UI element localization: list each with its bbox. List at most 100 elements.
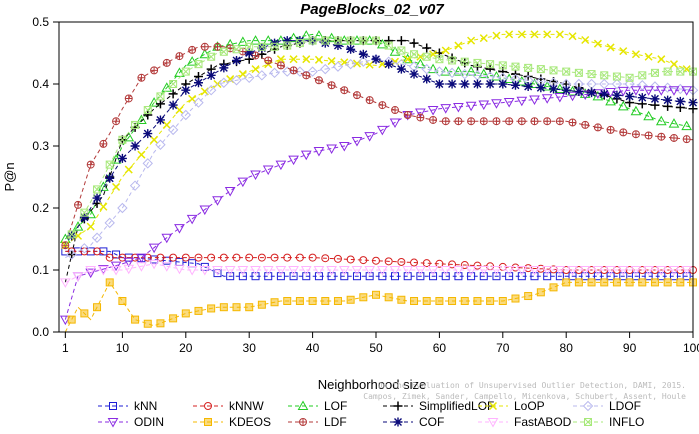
data-point	[415, 58, 426, 69]
data-point	[181, 253, 190, 262]
series-line	[65, 58, 694, 259]
legend-item-knnw: kNNW	[193, 399, 264, 413]
data-point	[283, 41, 292, 50]
series-line	[64, 40, 694, 246]
data-point	[326, 32, 337, 43]
data-point	[238, 70, 247, 79]
data-point	[207, 253, 216, 262]
data-point	[150, 66, 159, 75]
data-point	[99, 202, 108, 211]
data-point	[264, 56, 273, 65]
data-point	[644, 52, 653, 61]
data-point	[555, 117, 564, 126]
data-point	[467, 117, 476, 126]
data-point	[479, 34, 488, 43]
data-point	[529, 78, 540, 88]
data-point	[492, 117, 501, 126]
data-point	[606, 125, 615, 134]
data-point	[207, 52, 216, 61]
data-point	[505, 30, 514, 39]
data-point	[574, 86, 584, 96]
data-point	[257, 43, 267, 53]
data-point	[110, 154, 122, 164]
data-point	[630, 86, 642, 96]
data-point	[643, 86, 654, 96]
data-point	[270, 42, 279, 51]
legend-item-cof: COF	[383, 415, 444, 429]
legend-item-ldf: LDF	[288, 415, 347, 429]
data-point	[314, 55, 323, 64]
data-point	[529, 266, 540, 276]
data-point	[302, 55, 311, 64]
data-point	[524, 292, 533, 301]
data-point	[237, 177, 249, 188]
x-axis-label: Neighborhood size	[318, 377, 426, 392]
series-line	[64, 40, 694, 283]
data-point	[262, 165, 274, 176]
legend-label: ODIN	[134, 415, 164, 429]
data-point	[650, 278, 659, 287]
data-point	[643, 266, 654, 276]
data-point	[372, 290, 380, 299]
legend-label: LOF	[324, 399, 347, 413]
data-point	[675, 96, 685, 106]
data-point	[123, 264, 135, 275]
data-point	[232, 303, 241, 312]
data-point	[118, 253, 127, 262]
data-point	[416, 113, 425, 122]
data-point	[422, 43, 432, 53]
data-point	[568, 32, 577, 41]
data-point	[523, 72, 533, 82]
data-point	[681, 266, 693, 276]
data-point	[625, 73, 634, 82]
data-point	[226, 272, 235, 281]
series-simplifiedlof	[64, 36, 698, 283]
data-point	[402, 266, 414, 276]
data-point	[503, 97, 515, 108]
data-point	[270, 298, 279, 307]
data-point	[429, 115, 438, 124]
data-point	[478, 266, 490, 276]
data-point	[397, 46, 406, 55]
x-tick-label: 90	[623, 341, 637, 355]
data-point	[415, 266, 426, 276]
data-point	[600, 71, 609, 80]
data-point	[194, 60, 203, 69]
data-point	[136, 262, 147, 272]
data-point	[593, 272, 602, 281]
data-point	[491, 99, 502, 109]
legend-label: FastABOD	[514, 415, 572, 429]
data-point	[554, 266, 566, 276]
data-point	[289, 66, 298, 75]
data-point	[224, 266, 236, 276]
data-point	[262, 35, 274, 45]
data-point	[333, 36, 342, 45]
data-point	[199, 266, 211, 276]
data-point	[143, 110, 153, 120]
data-point	[605, 266, 616, 276]
data-point	[492, 31, 501, 40]
data-point	[625, 91, 635, 101]
data-point	[427, 106, 439, 116]
data-point	[478, 100, 490, 110]
data-point	[638, 71, 647, 80]
data-point	[295, 39, 304, 48]
data-point	[327, 57, 336, 66]
data-point	[207, 304, 216, 313]
data-point	[333, 297, 342, 305]
data-point	[74, 200, 83, 209]
data-point	[320, 63, 331, 75]
data-point	[669, 272, 678, 281]
x-tick-label: 80	[560, 341, 574, 355]
data-point	[657, 55, 666, 64]
data-point	[352, 272, 361, 281]
data-point	[467, 36, 476, 45]
data-point	[599, 78, 610, 90]
data-point	[549, 84, 559, 94]
data-point	[562, 278, 571, 287]
data-point	[541, 266, 553, 276]
data-point	[212, 196, 223, 206]
y-tick-label: 0.1	[32, 263, 49, 277]
series-line	[65, 33, 694, 246]
data-point	[682, 135, 691, 144]
